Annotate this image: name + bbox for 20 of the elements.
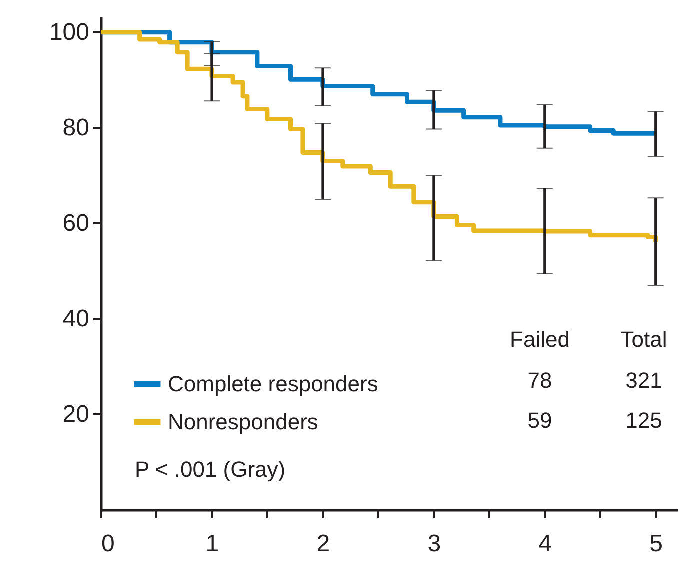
annotation: 125 [626,408,662,433]
y-tick-label: 100 [49,18,90,46]
y-tick-label: 60 [62,210,90,237]
legend-label: Nonresponders [168,410,318,434]
annotation: 78 [528,368,552,393]
annotation: 321 [626,368,662,393]
annotation: Total [620,327,668,352]
y-tick-label: 80 [62,114,90,142]
annotation: P < .001 (Gray) [135,457,286,482]
annotation: Failed [510,327,570,352]
x-tick-label: 3 [428,530,442,558]
x-tick-label: 0 [102,530,115,558]
x-tick-label: 4 [538,530,552,558]
annotation: 59 [528,408,552,433]
x-tick-label: 2 [316,530,330,558]
y-tick-label: 40 [62,305,90,332]
x-tick-label: 1 [206,530,220,558]
legend-label: Complete responders [168,372,378,396]
x-tick-label: 5 [650,530,663,558]
y-tick-label: 20 [62,400,90,428]
